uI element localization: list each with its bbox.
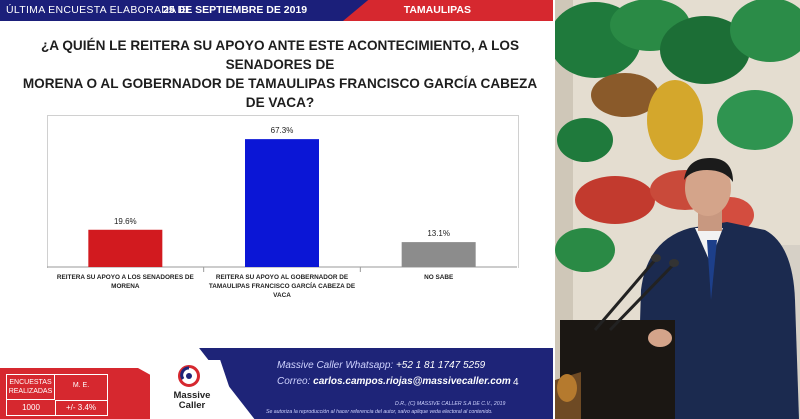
email-address[interactable]: carlos.campos.riojas@massivecaller.com xyxy=(313,376,511,387)
footer-band: ENCUESTAS REALIZADAS M. E. 1000 +/- 3.4%… xyxy=(0,340,553,419)
bar-1 xyxy=(88,229,163,267)
phone-ring-icon xyxy=(178,365,200,387)
copyright-notice: D.R., (C) MASSIVE CALLER S.A DE C.V., 20… xyxy=(395,401,506,407)
category-label-2-line-3: VACA xyxy=(273,292,291,299)
logo-word-2: Caller xyxy=(178,400,206,411)
stats-value-margin: +/- 3.4% xyxy=(65,403,96,412)
massive-caller-logo: Massive Caller xyxy=(167,362,217,414)
whatsapp-number[interactable]: +52 1 81 1747 5259 xyxy=(395,360,486,371)
stats-value-surveys: 1000 xyxy=(7,400,56,415)
category-label-3-line-1: NO SABE xyxy=(424,274,454,281)
governor-photo xyxy=(555,0,800,419)
stats-label-surveys: ENCUESTAS REALIZADAS xyxy=(7,375,55,400)
poll-slide: ÚLTIMA ENCUESTA ELABORADA EL 25 DE SEPTI… xyxy=(0,0,553,419)
header-red-tab xyxy=(343,0,553,21)
category-label-1-line-1: REITERA SU APOYO A LOS SENADORES DE xyxy=(57,274,195,281)
header-bar: ÚLTIMA ENCUESTA ELABORADA EL 25 DE SEPTI… xyxy=(0,0,553,21)
bar-chart: 19.6% REITERA SU APOYO A LOS SENADORES DE… xyxy=(47,126,517,299)
whatsapp-line: Massive Caller Whatsapp: +52 1 81 1747 5… xyxy=(277,360,485,371)
header-region: TAMAULIPAS xyxy=(403,4,471,16)
header-lead-text: ÚLTIMA ENCUESTA ELABORADA EL xyxy=(6,4,193,16)
plot-area-frame xyxy=(47,115,519,268)
data-label-3: 13.1% xyxy=(427,229,450,238)
survey-stats-box: ENCUESTAS REALIZADAS M. E. 1000 +/- 3.4% xyxy=(6,374,108,416)
page-number: 4 xyxy=(513,377,519,388)
question-line-2: MORENA O AL GOBERNADOR DE TAMAULIPAS FRA… xyxy=(22,76,538,110)
email-line: Correo: carlos.campos.riojas@massivecall… xyxy=(277,376,511,387)
data-label-2: 67.3% xyxy=(271,126,294,135)
bar-3 xyxy=(401,242,476,267)
category-label-2-line-2: TAMAULIPAS FRANCISCO GARCÍA CABEZA DE xyxy=(209,281,356,290)
category-label-1-line-2: MORENA xyxy=(111,283,140,290)
category-label-2-line-1: REITERA SU APOYO AL GOBERNADOR DE xyxy=(216,274,349,281)
question-line-1: ¿A QUIÉN LE REITERA SU APOYO ANTE ESTE A… xyxy=(40,38,520,72)
reproduction-notice: Se autoriza la reproducción al hacer ref… xyxy=(266,409,493,415)
logo-wordmark: Massive Caller xyxy=(167,391,217,411)
question-title: ¿A QUIÉN LE REITERA SU APOYO ANTE ESTE A… xyxy=(20,36,540,112)
header-date: 25 DE SEPTIEMBRE DE 2019 xyxy=(163,4,308,16)
email-label: Correo: xyxy=(277,376,311,387)
governor-at-podium-image xyxy=(555,0,800,419)
data-label-1: 19.6% xyxy=(114,217,137,226)
footer-navy-panel xyxy=(199,348,553,419)
bar-2 xyxy=(245,139,319,267)
logo-word-1: Massive xyxy=(173,390,211,401)
whatsapp-label: Massive Caller Whatsapp: xyxy=(277,360,394,371)
stats-label-margin: M. E. xyxy=(55,375,107,401)
